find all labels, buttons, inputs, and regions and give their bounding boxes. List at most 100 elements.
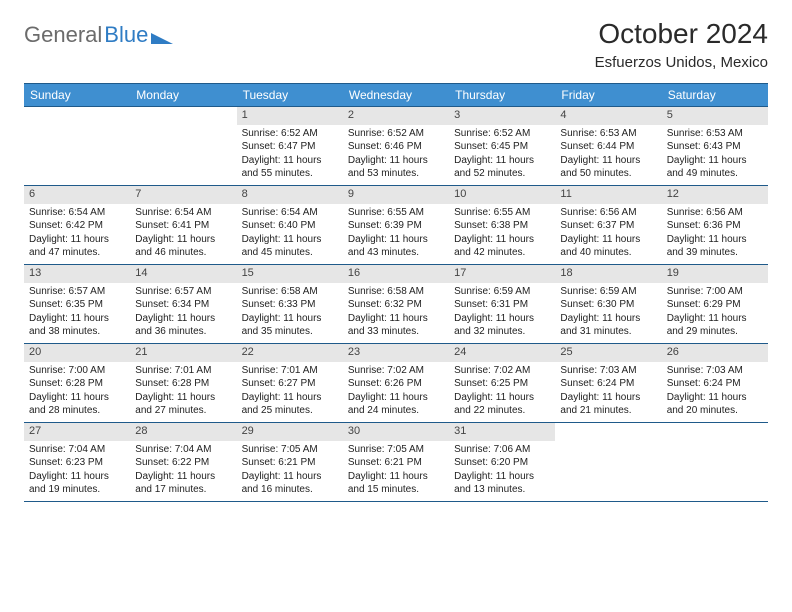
sunrise-text: Sunrise: 7:02 AM [348, 364, 444, 378]
day-number: 8 [237, 186, 343, 204]
sunrise-text: Sunrise: 6:57 AM [135, 285, 231, 299]
cell-body: Sunrise: 6:56 AMSunset: 6:37 PMDaylight:… [555, 204, 661, 264]
sunrise-text: Sunrise: 6:52 AM [454, 127, 550, 141]
daylight-text: Daylight: 11 hours and 33 minutes. [348, 312, 444, 339]
day-number: 6 [24, 186, 130, 204]
cell-body: Sunrise: 6:52 AMSunset: 6:45 PMDaylight:… [449, 125, 555, 185]
daylight-text: Daylight: 11 hours and 19 minutes. [29, 470, 125, 497]
calendar-cell: 16Sunrise: 6:58 AMSunset: 6:32 PMDayligh… [343, 265, 449, 343]
sunrise-text: Sunrise: 7:03 AM [560, 364, 656, 378]
daylight-text: Daylight: 11 hours and 36 minutes. [135, 312, 231, 339]
cell-body: Sunrise: 7:03 AMSunset: 6:24 PMDaylight:… [662, 362, 768, 422]
cell-body: Sunrise: 7:02 AMSunset: 6:25 PMDaylight:… [449, 362, 555, 422]
day-number: 11 [555, 186, 661, 204]
calendar-cell: 27Sunrise: 7:04 AMSunset: 6:23 PMDayligh… [24, 423, 130, 501]
calendar-cell: 30Sunrise: 7:05 AMSunset: 6:21 PMDayligh… [343, 423, 449, 501]
sunset-text: Sunset: 6:42 PM [29, 219, 125, 233]
day-number: 9 [343, 186, 449, 204]
cell-body: Sunrise: 7:03 AMSunset: 6:24 PMDaylight:… [555, 362, 661, 422]
sunset-text: Sunset: 6:47 PM [242, 140, 338, 154]
sunrise-text: Sunrise: 7:02 AM [454, 364, 550, 378]
calendar-cell: 12 Sunrise: 6:56 AMSunset: 6:36 PMDayligh… [662, 186, 768, 264]
sunrise-text: Sunrise: 7:01 AM [135, 364, 231, 378]
day-number: 16 [343, 265, 449, 283]
calendar-cell: 14Sunrise: 6:57 AMSunset: 6:34 PMDayligh… [130, 265, 236, 343]
day-number: 26 [662, 344, 768, 362]
day-number: 23 [343, 344, 449, 362]
daylight-text: Daylight: 11 hours and 39 minutes. [667, 233, 763, 260]
day-header: Wednesday [343, 84, 449, 106]
sunrise-text: Sunrise: 6:56 AM [667, 206, 763, 220]
calendar-cell: 7Sunrise: 6:54 AMSunset: 6:41 PMDaylight… [130, 186, 236, 264]
sunset-text: Sunset: 6:36 PM [667, 219, 763, 233]
week-row: 1Sunrise: 6:52 AMSunset: 6:47 PMDaylight… [24, 107, 768, 186]
sunset-text: Sunset: 6:28 PM [135, 377, 231, 391]
day-number: 21 [130, 344, 236, 362]
day-number: 17 [449, 265, 555, 283]
day-number: 12 [662, 186, 768, 204]
sunset-text: Sunset: 6:21 PM [348, 456, 444, 470]
day-number [130, 107, 236, 125]
header: GeneralBlue October 2024 Esfuerzos Unido… [24, 18, 768, 71]
day-number: 30 [343, 423, 449, 441]
sunrise-text: Sunrise: 6:55 AM [454, 206, 550, 220]
calendar-cell: 9Sunrise: 6:55 AMSunset: 6:39 PMDaylight… [343, 186, 449, 264]
day-number: 24 [449, 344, 555, 362]
sunrise-text: Sunrise: 6:57 AM [29, 285, 125, 299]
daylight-text: Daylight: 11 hours and 21 minutes. [560, 391, 656, 418]
daylight-text: Daylight: 11 hours and 20 minutes. [667, 391, 763, 418]
sunset-text: Sunset: 6:41 PM [135, 219, 231, 233]
cell-body: Sunrise: 6:59 AMSunset: 6:30 PMDaylight:… [555, 283, 661, 343]
page: GeneralBlue October 2024 Esfuerzos Unido… [0, 0, 792, 520]
sunrise-text: Sunrise: 7:04 AM [135, 443, 231, 457]
sunrise-text: Sunrise: 6:56 AM [560, 206, 656, 220]
sunrise-text: Sunrise: 6:52 AM [348, 127, 444, 141]
sunset-text: Sunset: 6:35 PM [29, 298, 125, 312]
page-subtitle: Esfuerzos Unidos, Mexico [595, 54, 768, 71]
sunrise-text: Sunrise: 6:52 AM [242, 127, 338, 141]
cell-body: Sunrise: 6:53 AMSunset: 6:43 PMDaylight:… [662, 125, 768, 185]
day-number: 20 [24, 344, 130, 362]
calendar-cell: 2Sunrise: 6:52 AMSunset: 6:46 PMDaylight… [343, 107, 449, 185]
calendar-cell: 28Sunrise: 7:04 AMSunset: 6:22 PMDayligh… [130, 423, 236, 501]
day-number: 7 [130, 186, 236, 204]
calendar-cell: 8Sunrise: 6:54 AMSunset: 6:40 PMDaylight… [237, 186, 343, 264]
week-row: 27Sunrise: 7:04 AMSunset: 6:23 PMDayligh… [24, 423, 768, 502]
sunset-text: Sunset: 6:32 PM [348, 298, 444, 312]
cell-body [24, 125, 130, 131]
sunrise-text: Sunrise: 7:05 AM [242, 443, 338, 457]
daylight-text: Daylight: 11 hours and 45 minutes. [242, 233, 338, 260]
cell-body: Sunrise: 7:01 AMSunset: 6:28 PMDaylight:… [130, 362, 236, 422]
sunset-text: Sunset: 6:23 PM [29, 456, 125, 470]
calendar-cell: 6Sunrise: 6:54 AMSunset: 6:42 PMDaylight… [24, 186, 130, 264]
daylight-text: Daylight: 11 hours and 31 minutes. [560, 312, 656, 339]
cell-body: Sunrise: 6:55 AMSunset: 6:38 PMDaylight:… [449, 204, 555, 264]
calendar-cell: 3Sunrise: 6:52 AMSunset: 6:45 PMDaylight… [449, 107, 555, 185]
calendar-cell: 1Sunrise: 6:52 AMSunset: 6:47 PMDaylight… [237, 107, 343, 185]
sunrise-text: Sunrise: 6:54 AM [242, 206, 338, 220]
daylight-text: Daylight: 11 hours and 27 minutes. [135, 391, 231, 418]
calendar-cell: 25Sunrise: 7:03 AMSunset: 6:24 PMDayligh… [555, 344, 661, 422]
cell-body: Sunrise: 6:58 AMSunset: 6:32 PMDaylight:… [343, 283, 449, 343]
sunrise-text: Sunrise: 7:05 AM [348, 443, 444, 457]
day-number: 14 [130, 265, 236, 283]
cell-body: Sunrise: 7:04 AMSunset: 6:23 PMDaylight:… [24, 441, 130, 501]
daylight-text: Daylight: 11 hours and 35 minutes. [242, 312, 338, 339]
calendar-cell: 23Sunrise: 7:02 AMSunset: 6:26 PMDayligh… [343, 344, 449, 422]
cell-body: Sunrise: 7:05 AMSunset: 6:21 PMDaylight:… [343, 441, 449, 501]
calendar-cell: 18Sunrise: 6:59 AMSunset: 6:30 PMDayligh… [555, 265, 661, 343]
day-number: 29 [237, 423, 343, 441]
day-header: Tuesday [237, 84, 343, 106]
calendar-cell: 5Sunrise: 6:53 AMSunset: 6:43 PMDaylight… [662, 107, 768, 185]
sunrise-text: Sunrise: 7:00 AM [667, 285, 763, 299]
day-number: 1 [237, 107, 343, 125]
cell-body: Sunrise: 7:02 AMSunset: 6:26 PMDaylight:… [343, 362, 449, 422]
daylight-text: Daylight: 11 hours and 32 minutes. [454, 312, 550, 339]
weeks-container: 1Sunrise: 6:52 AMSunset: 6:47 PMDaylight… [24, 107, 768, 502]
calendar-cell [24, 107, 130, 185]
sunset-text: Sunset: 6:21 PM [242, 456, 338, 470]
day-number: 4 [555, 107, 661, 125]
sunrise-text: Sunrise: 6:54 AM [135, 206, 231, 220]
day-number: 10 [449, 186, 555, 204]
calendar-cell: 19Sunrise: 7:00 AMSunset: 6:29 PMDayligh… [662, 265, 768, 343]
